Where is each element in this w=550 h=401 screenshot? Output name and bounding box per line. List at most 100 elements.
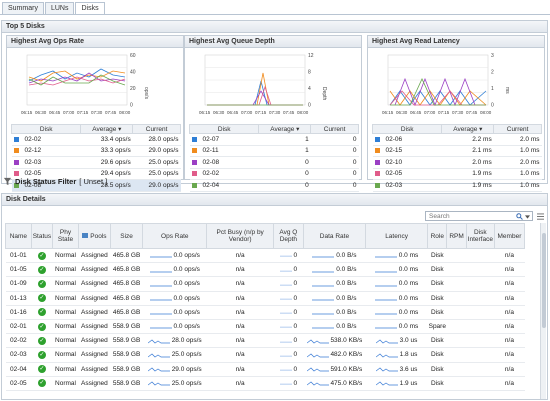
col-latency[interactable]: Latency bbox=[365, 223, 429, 249]
current-cell: 1.0 ms bbox=[493, 168, 542, 180]
x-tick: 06:15 bbox=[21, 110, 33, 115]
col-average[interactable]: Average ▾ bbox=[441, 124, 495, 134]
table-row[interactable]: 02-02 33.4 ops/s 28.0 ops/s bbox=[11, 133, 181, 146]
sparkline bbox=[147, 381, 170, 386]
latency: 0.0 ms bbox=[365, 305, 428, 320]
col-current[interactable]: Current bbox=[310, 124, 359, 134]
disk-status-filter[interactable]: Disk Status Filter [ Unset ] bbox=[3, 177, 107, 186]
table-row[interactable]: 02-15 2.1 ms 1.0 ms bbox=[372, 145, 542, 157]
table-row[interactable]: 02-08 0 0 bbox=[189, 156, 359, 169]
col-disk[interactable]: Disk bbox=[371, 124, 443, 134]
disk-name: 02-03 bbox=[5, 347, 32, 363]
chevron-down-icon[interactable] bbox=[525, 215, 530, 219]
table-row[interactable]: 02-06 2.2 ms 2.0 ms bbox=[372, 133, 542, 146]
col-ops-rate[interactable]: Ops Rate bbox=[142, 223, 208, 249]
scrollbar-thumb[interactable] bbox=[542, 233, 546, 328]
sparkline bbox=[312, 285, 335, 287]
latency: 0.0 ms bbox=[365, 248, 428, 264]
columns-menu-icon[interactable] bbox=[537, 213, 544, 220]
col-pct-busy-n-p-by-vendor-[interactable]: Pct Busy (n/p by Vendor) bbox=[206, 223, 274, 249]
col-data-rate[interactable]: Data Rate bbox=[302, 223, 367, 249]
latency: 3.0 us bbox=[365, 333, 428, 349]
table-row[interactable]: 02-05 ✓ Normal Assigned 558.9 GB 25.0 op… bbox=[5, 376, 525, 391]
sparkline bbox=[279, 256, 292, 257]
y-tick: 8 bbox=[308, 70, 311, 76]
current-cell: 0 bbox=[310, 145, 359, 157]
col-average[interactable]: Average ▾ bbox=[80, 124, 134, 134]
rpm bbox=[446, 333, 467, 349]
table-row[interactable]: 02-08 28.5 ops/s 29.0 ops/s bbox=[11, 179, 181, 192]
status-cell: ✓ bbox=[31, 347, 53, 363]
tab-summary[interactable]: Summary bbox=[2, 2, 44, 14]
table-row[interactable]: 02-07 1 0 bbox=[189, 133, 359, 146]
filter-value[interactable]: [ Unset ] bbox=[79, 177, 108, 186]
search-icon[interactable] bbox=[516, 213, 523, 220]
table-row[interactable]: 02-03 1.9 ms 1.0 ms bbox=[372, 179, 542, 192]
y-tick: 60 bbox=[130, 53, 136, 59]
chart-card-1: Highest Avg Ops Rate 60 40 20 0 ops/s 06:15 06:… bbox=[6, 35, 184, 192]
col-size[interactable]: Size bbox=[109, 223, 144, 249]
table-row[interactable]: 02-01 ✓ Normal Assigned 558.9 GB 0.0 ops… bbox=[5, 319, 525, 335]
table-row[interactable]: 02-11 1 0 bbox=[189, 145, 359, 157]
table-scrollbar[interactable] bbox=[540, 223, 546, 399]
average-cell: 2.2 ms bbox=[441, 133, 494, 146]
average-cell: 0 bbox=[258, 179, 311, 192]
pools-icon bbox=[82, 233, 89, 239]
x-tick: 06:30 bbox=[213, 110, 225, 115]
col-role[interactable]: Role bbox=[427, 223, 448, 249]
status-ok-icon: ✓ bbox=[37, 251, 46, 260]
col-current[interactable]: Current bbox=[493, 124, 542, 134]
ops-rate: 0.0 ops/s bbox=[142, 319, 207, 335]
col-phy-state[interactable]: Phy State bbox=[52, 223, 79, 249]
disk-cell: 02-08 bbox=[189, 156, 259, 169]
col-pools[interactable]: Pools bbox=[77, 223, 112, 249]
table-row[interactable]: 02-04 0 0 bbox=[189, 179, 359, 192]
col-rpm[interactable]: RPM bbox=[446, 223, 467, 249]
y-tick: 1 bbox=[491, 86, 494, 92]
y-tick: 0 bbox=[308, 103, 311, 109]
table-row[interactable]: 02-05 1.9 ms 1.0 ms bbox=[372, 168, 542, 180]
table-row[interactable]: 01-09 ✓ Normal Assigned 465.8 GB 0.0 ops… bbox=[5, 276, 525, 292]
member: n/a bbox=[494, 333, 525, 349]
tab-luns[interactable]: LUNs bbox=[44, 2, 75, 14]
table-row[interactable]: 02-03 29.6 ops/s 25.0 ops/s bbox=[11, 156, 181, 169]
col-average[interactable]: Average ▾ bbox=[258, 124, 312, 134]
col-disk[interactable]: Disk bbox=[188, 124, 260, 134]
pct-busy: n/a bbox=[206, 291, 274, 306]
table-row[interactable]: 01-01 ✓ Normal Assigned 465.8 GB 0.0 ops… bbox=[5, 248, 525, 264]
series-swatch bbox=[191, 136, 197, 142]
data-rate: 0.0 B/s bbox=[303, 276, 366, 292]
col-current[interactable]: Current bbox=[132, 124, 181, 134]
table-row[interactable]: 01-13 ✓ Normal Assigned 465.8 GB 0.0 ops… bbox=[5, 291, 525, 306]
pools: Assigned bbox=[78, 319, 111, 335]
size: 558.9 GB bbox=[110, 376, 143, 391]
table-row[interactable]: 02-03 ✓ Normal Assigned 558.9 GB 25.0 op… bbox=[5, 347, 525, 363]
table-row[interactable]: 02-04 ✓ Normal Assigned 558.9 GB 29.0 op… bbox=[5, 362, 525, 377]
tab-disks[interactable]: Disks bbox=[75, 2, 105, 14]
table-row[interactable]: 02-12 33.3 ops/s 29.0 ops/s bbox=[11, 145, 181, 157]
col-member[interactable]: Member bbox=[493, 223, 526, 249]
table-row[interactable]: 01-05 ✓ Normal Assigned 465.8 GB 0.0 ops… bbox=[5, 262, 525, 278]
pools: Assigned bbox=[78, 376, 111, 391]
table-row[interactable]: 02-02 ✓ Normal Assigned 558.9 GB 28.0 op… bbox=[5, 333, 525, 349]
table-row[interactable]: 02-10 2.0 ms 2.0 ms bbox=[372, 156, 542, 169]
col-status[interactable]: Status bbox=[30, 223, 54, 249]
current-cell: 0 bbox=[310, 133, 359, 146]
size: 465.8 GB bbox=[110, 305, 143, 320]
disk-interface bbox=[466, 319, 495, 335]
search-input[interactable]: Search bbox=[425, 211, 533, 221]
col-disk-interface[interactable]: Disk Interface bbox=[465, 223, 495, 249]
table-row[interactable]: 02-02 0 0 bbox=[189, 168, 359, 180]
col-disk[interactable]: Disk bbox=[10, 124, 82, 134]
table-row[interactable]: 01-16 ✓ Normal Assigned 465.8 GB 0.0 ops… bbox=[5, 305, 525, 320]
table-row[interactable]: 02-05 29.4 ops/s 25.0 ops/s bbox=[11, 168, 181, 180]
member: n/a bbox=[494, 291, 525, 306]
sparkline bbox=[312, 299, 335, 301]
series-swatch bbox=[13, 182, 19, 188]
col-name[interactable]: Name bbox=[5, 223, 32, 249]
role: Spare bbox=[427, 319, 447, 335]
status-cell: ✓ bbox=[31, 248, 53, 264]
pools: Assigned bbox=[78, 347, 111, 363]
data-rate: 538.0 KB/s bbox=[303, 333, 366, 349]
col-avg-q-depth[interactable]: Avg Q Depth bbox=[272, 223, 304, 249]
